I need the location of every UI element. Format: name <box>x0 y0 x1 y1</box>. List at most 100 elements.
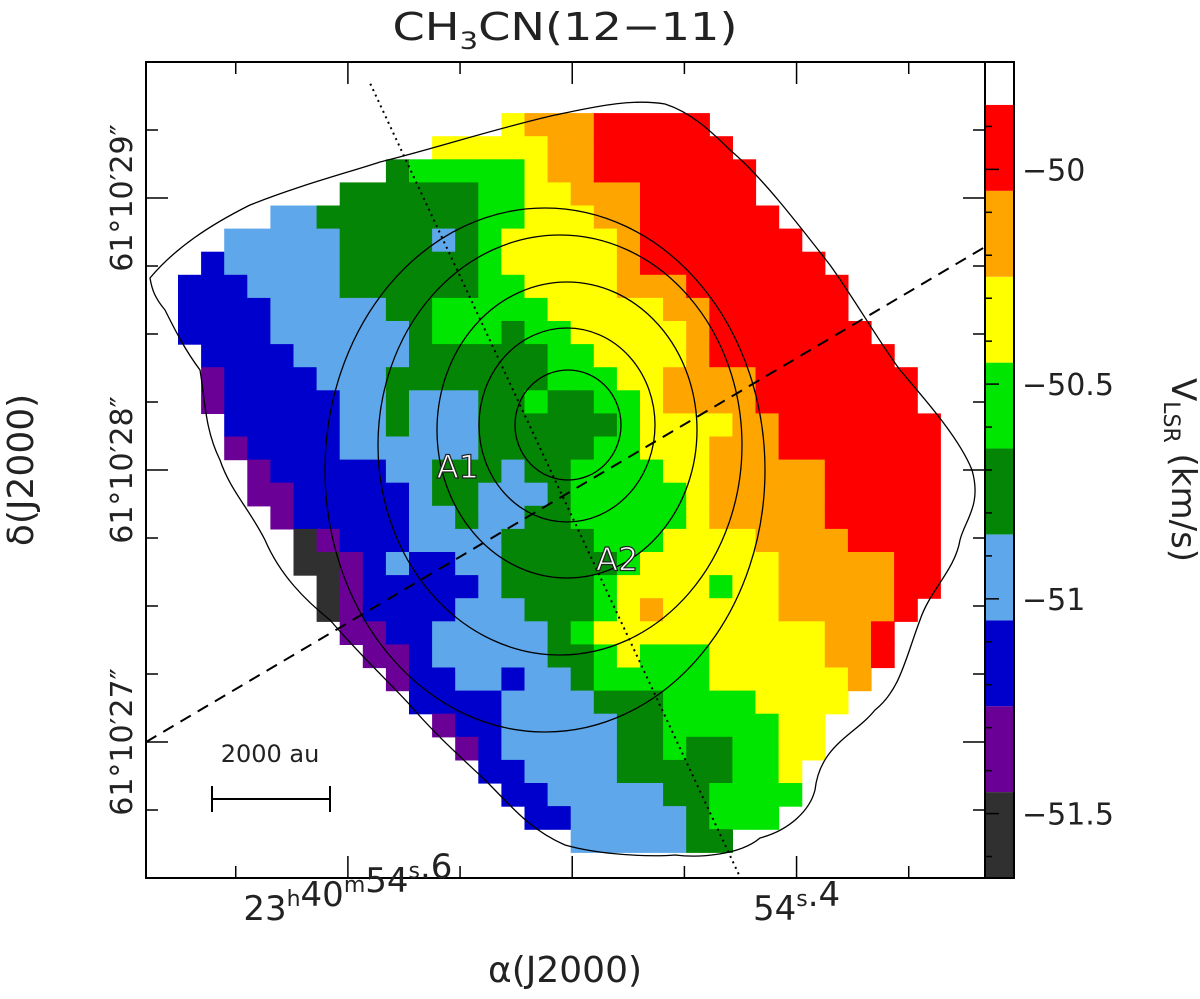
velocity-pixel <box>524 297 549 322</box>
velocity-pixel <box>778 528 803 553</box>
velocity-pixel <box>478 621 502 645</box>
velocity-pixel <box>293 390 318 414</box>
velocity-pixel <box>201 367 225 391</box>
velocity-pixel <box>824 344 849 368</box>
velocity-pixel <box>663 482 687 507</box>
velocity-pixel <box>871 459 895 484</box>
velocity-pixel <box>570 575 595 599</box>
velocity-pixel <box>247 390 271 414</box>
velocity-pixel <box>640 390 664 414</box>
scale-bar-label: 2000 au <box>221 740 320 768</box>
velocity-pixel <box>316 367 341 391</box>
velocity-pixel <box>824 436 849 461</box>
velocity-pixel <box>270 413 295 438</box>
velocity-pixel <box>732 644 757 669</box>
velocity-pixel <box>409 575 433 599</box>
velocity-pixel <box>801 667 826 692</box>
velocity-pixel <box>778 436 803 461</box>
velocity-pixel <box>824 505 849 530</box>
velocity-pixel <box>778 713 803 738</box>
velocity-pixel <box>847 552 872 576</box>
velocity-pixel <box>640 713 664 738</box>
velocity-pixel <box>593 528 618 553</box>
velocity-pixel <box>547 552 572 576</box>
velocity-pixel <box>316 528 341 553</box>
velocity-pixel <box>362 228 387 253</box>
velocity-pixel <box>478 436 502 461</box>
velocity-pixel <box>732 390 757 414</box>
velocity-pixel <box>732 159 757 183</box>
velocity-pixel <box>524 528 549 553</box>
velocity-pixel <box>732 321 757 345</box>
velocity-pixel <box>616 505 641 530</box>
colorbar-tick-labels: −50 −50.5 −51 −51.5 <box>1022 153 1114 832</box>
velocity-pixel <box>570 159 595 183</box>
velocity-pixel <box>593 390 618 414</box>
velocity-pixel <box>385 482 410 507</box>
velocity-pixel <box>801 321 826 345</box>
velocity-pixel <box>316 251 341 276</box>
velocity-pixel <box>270 251 295 276</box>
velocity-pixel <box>640 344 664 368</box>
velocity-pixel <box>755 274 780 299</box>
velocity-pixel <box>640 274 664 299</box>
velocity-pixel <box>732 783 757 807</box>
velocity-pixel <box>570 806 595 830</box>
velocity-pixel <box>339 390 364 414</box>
velocity-pixel <box>801 274 826 299</box>
colorbar-segment <box>985 534 1014 621</box>
velocity-pixel <box>478 552 502 576</box>
velocity-pixel <box>663 344 687 368</box>
velocity-pixel <box>385 274 410 299</box>
velocity-pixel <box>640 205 664 230</box>
velocity-pixel <box>755 321 780 345</box>
velocity-pixel <box>847 367 872 391</box>
velocity-pixel <box>593 205 618 230</box>
velocity-pixel <box>524 459 549 484</box>
velocity-pixel <box>616 759 641 784</box>
velocity-pixel <box>455 136 479 160</box>
velocity-pixel <box>501 436 526 461</box>
velocity-pixel <box>455 344 479 368</box>
velocity-pixel <box>709 274 733 299</box>
velocity-pixel <box>501 783 526 807</box>
velocity-pixel <box>385 459 410 484</box>
velocity-pixel <box>362 459 387 484</box>
velocity-pixel <box>339 552 364 576</box>
velocity-pixel <box>524 413 549 438</box>
velocity-pixel <box>432 251 456 276</box>
dashed-cut-line <box>146 246 985 743</box>
velocity-pixel <box>547 251 572 276</box>
velocity-pixel <box>663 713 687 738</box>
velocity-pixel <box>616 829 641 853</box>
velocity-pixel <box>478 575 502 599</box>
velocity-pixel <box>732 344 757 368</box>
velocity-pixel <box>824 297 849 322</box>
velocity-pixel <box>871 644 895 669</box>
velocity-pixel <box>455 621 479 645</box>
velocity-pixel <box>732 251 757 276</box>
velocity-pixel <box>640 182 664 207</box>
velocity-pixel <box>409 251 433 276</box>
velocity-pixel <box>224 436 248 461</box>
velocity-pixel <box>894 552 918 576</box>
velocity-pixel <box>385 621 410 645</box>
contour-overlay <box>149 101 976 857</box>
velocity-pixel <box>686 552 710 576</box>
velocity-pixel <box>385 575 410 599</box>
velocity-pixel <box>224 390 248 414</box>
velocity-pixel <box>871 598 895 622</box>
velocity-pixel <box>755 436 780 461</box>
velocity-pixel <box>871 482 895 507</box>
velocity-pixel <box>755 736 780 761</box>
velocity-pixel <box>640 575 664 599</box>
velocity-pixel <box>339 528 364 553</box>
velocity-pixel <box>801 297 826 322</box>
emission-boundary-contour <box>149 101 976 857</box>
velocity-pixel <box>385 297 410 322</box>
velocity-pixel <box>547 667 572 692</box>
velocity-pixel <box>894 390 918 414</box>
velocity-pixel <box>593 713 618 738</box>
velocity-pixel <box>501 713 526 738</box>
velocity-pixel <box>478 182 502 207</box>
